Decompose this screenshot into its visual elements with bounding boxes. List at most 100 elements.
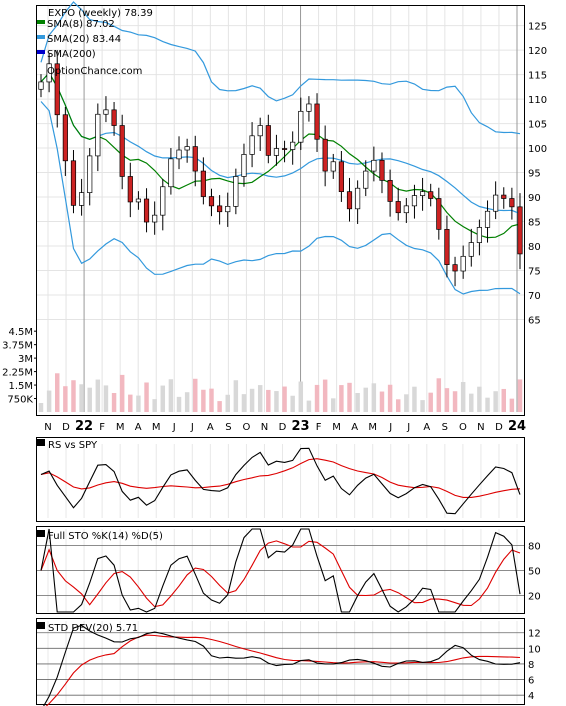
x-tick-label: N (477, 422, 484, 433)
volume-bar (331, 398, 336, 412)
price-panel-frame (36, 5, 525, 416)
volume-bar (63, 386, 68, 412)
candle (395, 187, 401, 221)
candle (127, 162, 133, 218)
volume-bar (493, 391, 498, 412)
legend-label-sma20: SMA(20) 83.44 (47, 34, 121, 45)
volume-bar (477, 386, 482, 412)
x-tick-label: J (190, 422, 194, 433)
volume-bar (266, 389, 271, 412)
candle (330, 153, 336, 179)
candle (403, 198, 409, 224)
x-tick-label: J (172, 422, 176, 433)
candle (241, 143, 247, 187)
indicator-line (40, 447, 521, 515)
stoch-legend-swatch (37, 530, 45, 537)
signal-line (45, 634, 521, 706)
candle (54, 50, 60, 128)
x-tick-label: J (388, 422, 392, 433)
x-tick-label: O (459, 422, 467, 433)
indicator-line (40, 528, 521, 613)
candle (176, 136, 182, 170)
price-legend: EXPO (weekly) 78.39 SMA(8) 87.02 SMA(20)… (37, 8, 153, 77)
volume-bar (363, 387, 368, 412)
bollinger-bands (40, 1, 521, 295)
volume-bar (46, 390, 52, 412)
price-tick-label: 95 (528, 169, 541, 180)
price-tick-label: 65 (528, 316, 541, 327)
volume-tick-label: 4.5M (8, 327, 33, 338)
stddev-title: STD DEV(20) 5.71 (48, 623, 138, 634)
chart-title: EXPO (weekly) 78.39 (48, 8, 153, 19)
volume-bar (314, 384, 320, 412)
price-tick-label: 120 (528, 46, 547, 57)
candle (257, 117, 263, 151)
x-tick-label: M (116, 422, 125, 433)
volume-tick-label: 750K (7, 395, 33, 406)
stoch-panel-frame (36, 526, 525, 614)
volume-bar (193, 378, 198, 412)
candle (79, 178, 85, 216)
price-tick-label: 105 (528, 120, 547, 131)
volume-tick-label: 2.25M (2, 368, 33, 379)
volume-bar (184, 392, 190, 412)
volume-bar (428, 392, 433, 412)
legend-swatch-sma20 (37, 35, 45, 39)
stddev-legend-swatch (37, 622, 45, 629)
candle (493, 181, 499, 220)
volume-bar (119, 374, 125, 412)
volume-bar (241, 394, 247, 412)
x-tick-label: D (495, 422, 503, 433)
price-tick-label: 75 (528, 267, 541, 278)
candle (411, 184, 418, 219)
candle (281, 140, 288, 163)
x-tick-label: N (44, 422, 51, 433)
panel-tick-label: 6 (528, 676, 534, 687)
volume-bar (355, 392, 360, 412)
volume-bar (152, 399, 157, 412)
candle (452, 256, 458, 287)
candle (363, 160, 369, 197)
candle (346, 177, 353, 222)
volume-bar (136, 395, 141, 412)
volume-bar (371, 383, 377, 412)
candle (152, 201, 158, 235)
volume-bar (225, 394, 230, 412)
volume-tick-label: 3.75M (2, 341, 33, 352)
volume-bar (274, 391, 279, 412)
x-tick-label: A (135, 422, 142, 433)
volume-bar (79, 384, 84, 412)
x-tick-label: A (351, 422, 358, 433)
volume-bar (282, 386, 287, 412)
volume-bar (38, 403, 44, 412)
volume-axis: 750K 1.5M 2.25M 3M 3.75M 4.5M (2, 327, 37, 406)
candle (419, 177, 426, 211)
candle (436, 187, 442, 240)
candle (265, 114, 271, 164)
price-tick-label: 125 (528, 22, 547, 33)
volume-bar (420, 400, 425, 412)
volume-bar (249, 388, 255, 412)
x-tick-label: 24 (508, 419, 526, 434)
candle (217, 195, 223, 225)
candle (103, 96, 109, 123)
rs-title: RS vs SPY (48, 440, 98, 451)
candle (200, 157, 206, 205)
volume-bar (444, 388, 450, 412)
candle (70, 150, 77, 214)
candle (338, 150, 344, 202)
candle (192, 135, 198, 187)
volume-bar (387, 384, 393, 412)
candle (517, 193, 523, 270)
candle (143, 188, 150, 233)
upper-band-line (40, 1, 521, 135)
price-tick-label: 70 (528, 291, 541, 302)
volume-bar (298, 381, 304, 412)
candle (160, 178, 166, 231)
lower-band-line (40, 101, 521, 295)
candle (168, 148, 174, 195)
stddev-axis: 4 6 8 10 12 (528, 629, 541, 702)
price-tick-label: 110 (528, 95, 547, 106)
volume-bar (517, 379, 523, 412)
candle (484, 200, 491, 243)
